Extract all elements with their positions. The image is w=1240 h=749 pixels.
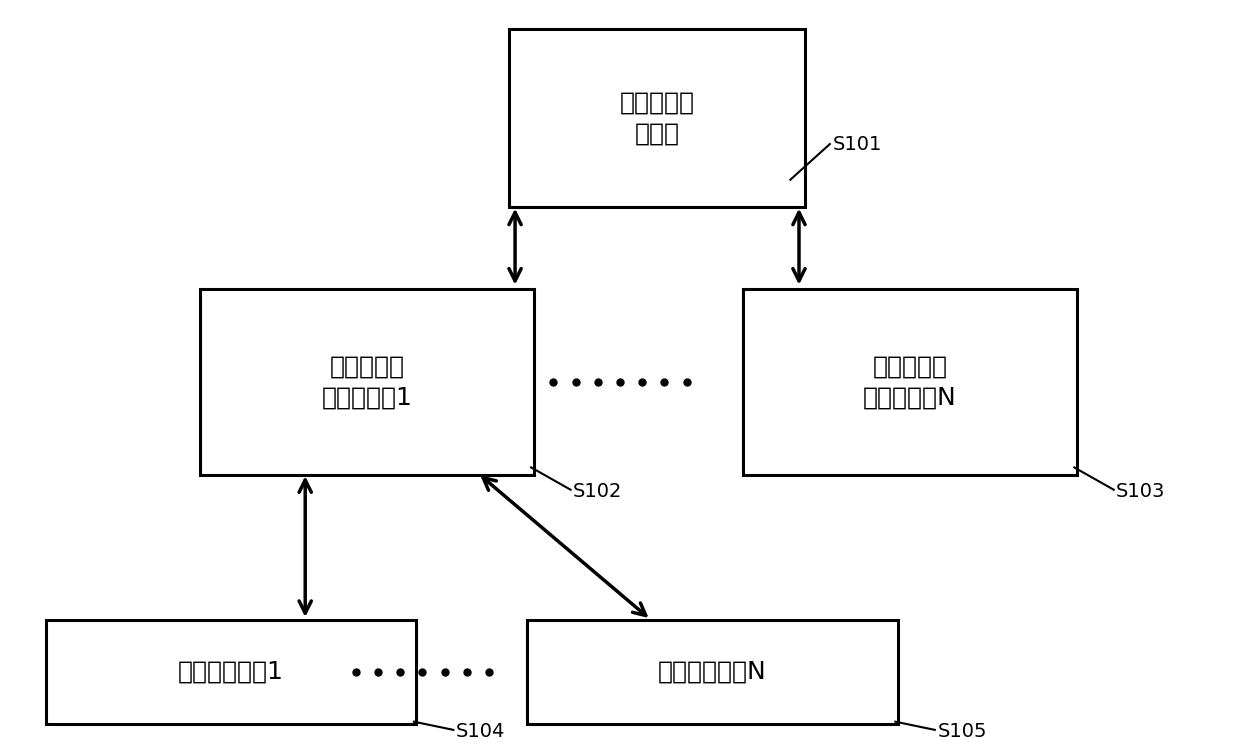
Text: 全景录波平
台区域子站N: 全景录波平 台区域子站N — [863, 354, 957, 410]
Bar — [46, 620, 417, 724]
Text: S103: S103 — [1116, 482, 1166, 502]
Text: S102: S102 — [573, 482, 622, 502]
Bar — [527, 620, 898, 724]
Text: 故障采集终端1: 故障采集终端1 — [179, 660, 284, 684]
Text: S101: S101 — [832, 135, 882, 154]
Text: S104: S104 — [456, 722, 505, 741]
Bar — [201, 289, 533, 475]
Text: 故障采集终端N: 故障采集终端N — [658, 660, 768, 684]
Text: 全景录波平
台总站: 全景录波平 台总站 — [620, 90, 694, 146]
Bar — [508, 28, 805, 207]
Text: 全景录波平
台区域子站1: 全景录波平 台区域子站1 — [321, 354, 413, 410]
Bar — [744, 289, 1076, 475]
Text: S105: S105 — [937, 722, 987, 741]
